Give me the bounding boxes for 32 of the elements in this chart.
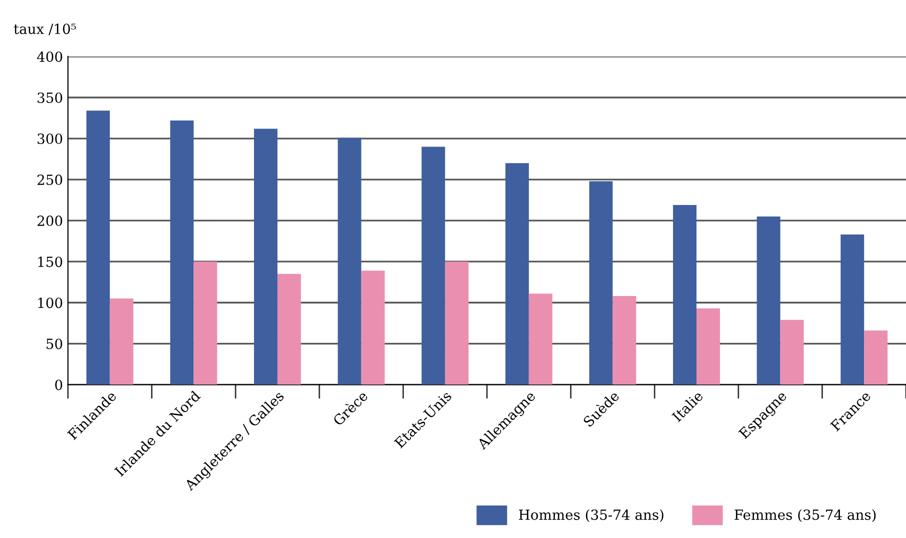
y-axis-title: taux /10⁵ — [14, 24, 76, 36]
y-tick-label: 50 — [46, 338, 62, 350]
y-tick-label: 0 — [55, 380, 62, 390]
y-tick-label: 300 — [38, 134, 62, 144]
bar — [422, 146, 446, 385]
bar — [110, 298, 134, 385]
bar — [361, 270, 385, 385]
y-tick-label: 200 — [38, 216, 62, 226]
y-tick-label: 250 — [38, 174, 62, 186]
bar — [86, 110, 110, 385]
bar — [780, 320, 804, 385]
bar — [445, 262, 469, 385]
bar — [756, 216, 780, 385]
bar — [338, 138, 362, 385]
y-tick-label: 150 — [38, 256, 62, 268]
y-tick-label: 400 — [37, 51, 62, 62]
bar — [696, 308, 720, 385]
bar — [840, 234, 864, 385]
y-tick-label: 350 — [38, 92, 62, 103]
y-tick-label: 100 — [38, 298, 62, 308]
bar — [505, 163, 529, 385]
bar — [612, 296, 636, 385]
legend-label: Femmes (35-74 ans) — [734, 509, 876, 522]
bar — [864, 330, 888, 385]
bar — [277, 274, 301, 385]
bar — [673, 204, 696, 385]
bar — [528, 294, 552, 385]
bar — [170, 120, 194, 385]
bar — [589, 181, 613, 385]
legend-label: Hommes (35-74 ans) — [518, 509, 664, 522]
bar — [194, 262, 218, 385]
bar — [254, 128, 278, 385]
